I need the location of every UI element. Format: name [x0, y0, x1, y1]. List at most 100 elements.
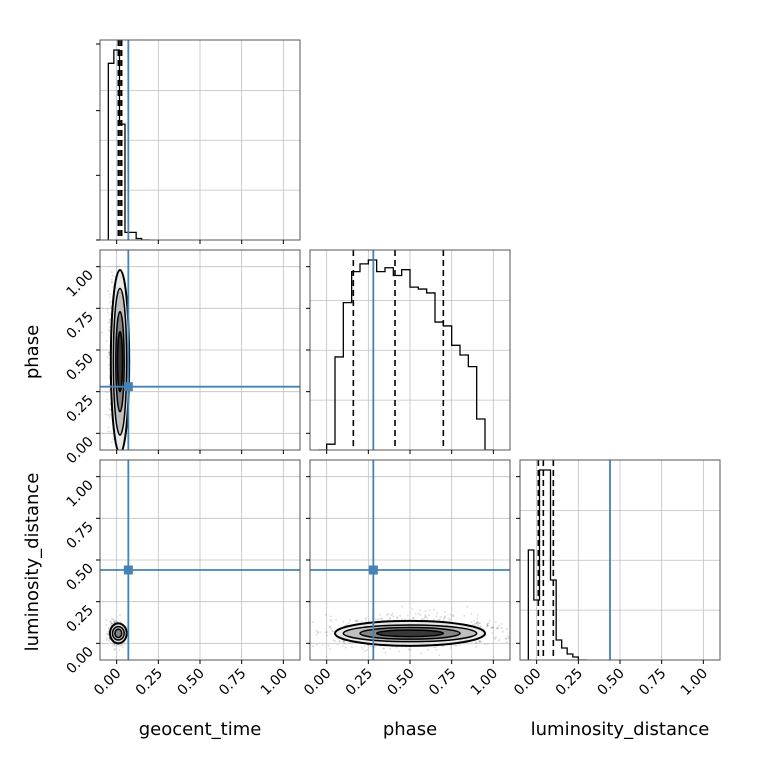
scatter-point	[380, 617, 383, 620]
scatter-point	[341, 644, 344, 647]
scatter-point	[115, 643, 118, 646]
scatter-point	[110, 280, 113, 283]
scatter-point	[107, 426, 110, 429]
scatter-point	[411, 608, 414, 611]
scatter-point	[491, 632, 494, 635]
scatter-point	[111, 281, 114, 284]
scatter-point	[109, 620, 112, 623]
scatter-point	[108, 318, 111, 321]
scatter-point	[463, 614, 466, 617]
scatter-point	[105, 618, 108, 621]
scatter-point	[442, 618, 445, 621]
scatter-point	[369, 644, 372, 647]
scatter-point	[106, 391, 109, 394]
x-tick-label: 1.00	[678, 666, 711, 699]
scatter-point	[486, 624, 489, 627]
scatter-point	[326, 631, 329, 634]
scatter-point	[403, 618, 406, 621]
truth-marker	[123, 565, 133, 575]
scatter-point	[475, 621, 478, 624]
scatter-point	[449, 646, 452, 649]
scatter-point	[487, 622, 490, 625]
scatter-point	[506, 641, 509, 644]
x-tick-label: 0.50	[594, 666, 627, 699]
scatter-point	[285, 623, 287, 625]
scatter-point	[505, 637, 508, 640]
scatter-point	[107, 430, 110, 433]
y-label-luminosity-distance: luminosity_distance	[22, 473, 43, 652]
scatter-point	[327, 644, 330, 647]
x-tick-label: 0.00	[91, 666, 124, 699]
scatter-point	[470, 612, 473, 615]
scatter-point	[342, 620, 345, 623]
scatter-point	[101, 331, 104, 334]
scatter-point	[348, 619, 351, 622]
contour-level-4	[116, 330, 124, 393]
scatter-point	[331, 630, 334, 633]
scatter-point	[568, 635, 570, 637]
x-tick-label: 0.75	[426, 666, 459, 699]
scatter-point	[443, 616, 446, 619]
scatter-point	[444, 615, 447, 618]
scatter-point	[345, 623, 348, 626]
scatter-point	[107, 632, 110, 635]
scatter-point	[486, 624, 489, 627]
scatter-point	[389, 616, 392, 619]
scatter-point	[107, 383, 110, 386]
scatter-point	[110, 300, 113, 303]
scatter-point	[493, 636, 496, 639]
scatter-point	[455, 644, 458, 647]
scatter-point	[110, 622, 113, 625]
scatter-point	[479, 625, 482, 628]
y-tick-label: 0.25	[63, 602, 96, 635]
scatter-point	[107, 627, 110, 630]
truth-marker	[368, 565, 378, 575]
scatter-point	[412, 617, 415, 620]
scatter-point	[512, 640, 514, 642]
scatter-point	[484, 643, 487, 646]
scatter-point	[479, 640, 482, 643]
scatter-point	[435, 646, 438, 649]
scatter-point	[105, 413, 108, 416]
scatter-point	[448, 620, 451, 623]
scatter-point	[328, 625, 331, 628]
scatter-point	[108, 301, 111, 304]
scatter-point	[113, 649, 116, 652]
scatter-point	[486, 622, 489, 625]
scatter-point	[335, 618, 338, 621]
scatter-point	[490, 626, 493, 629]
scatter-point	[400, 617, 403, 620]
scatter-point	[109, 305, 112, 308]
scatter-point	[488, 619, 491, 622]
scatter-point	[401, 605, 404, 608]
y-tick-label: 0.75	[63, 309, 96, 342]
scatter-point	[378, 618, 381, 621]
scatter-point	[475, 641, 478, 644]
panel-geocent_time-vs-phase: 0.00 0.25 0.50 0.75 1.00	[63, 249, 301, 467]
x-tick-label: 0.75	[636, 666, 669, 699]
scatter-point	[105, 623, 108, 626]
scatter-point	[470, 620, 473, 623]
scatter-point	[424, 615, 427, 618]
scatter-point	[107, 328, 110, 331]
scatter-point	[376, 618, 379, 621]
scatter-point	[354, 619, 357, 622]
scatter-point	[123, 263, 126, 266]
scatter-point	[113, 619, 116, 622]
scatter-point	[496, 626, 499, 629]
scatter-point	[392, 615, 395, 618]
scatter-point	[366, 648, 369, 651]
scatter-point	[316, 630, 319, 633]
panel-content	[100, 460, 300, 660]
scatter-point	[414, 612, 417, 615]
scatter-point	[432, 618, 435, 621]
scatter-point	[108, 407, 111, 410]
scatter-point	[529, 622, 531, 624]
scatter-point	[104, 390, 107, 393]
scatter-point	[449, 618, 452, 621]
scatter-point	[108, 462, 110, 464]
scatter-point	[475, 622, 478, 625]
scatter-point	[330, 627, 333, 630]
scatter-point	[419, 609, 422, 612]
